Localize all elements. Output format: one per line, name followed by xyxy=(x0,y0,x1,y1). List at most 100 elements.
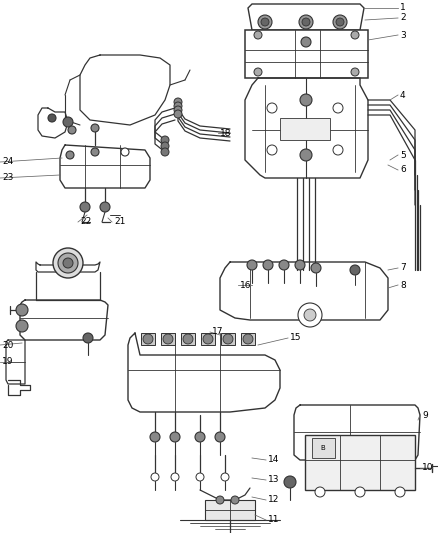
Circle shape xyxy=(221,473,229,481)
Text: 4: 4 xyxy=(400,91,406,100)
Text: 7: 7 xyxy=(400,263,406,272)
Polygon shape xyxy=(141,333,155,345)
Circle shape xyxy=(295,260,305,270)
Circle shape xyxy=(304,309,316,321)
Circle shape xyxy=(315,487,325,497)
Circle shape xyxy=(300,94,312,106)
Text: 16: 16 xyxy=(240,280,251,289)
Circle shape xyxy=(247,260,257,270)
Circle shape xyxy=(299,15,313,29)
Polygon shape xyxy=(205,500,255,520)
Circle shape xyxy=(174,98,182,106)
Circle shape xyxy=(171,473,179,481)
Text: 8: 8 xyxy=(400,280,406,289)
Text: 1: 1 xyxy=(400,4,406,12)
Text: 14: 14 xyxy=(268,456,279,464)
Circle shape xyxy=(121,148,129,156)
Circle shape xyxy=(150,432,160,442)
Circle shape xyxy=(216,496,224,504)
Circle shape xyxy=(66,151,74,159)
Circle shape xyxy=(68,126,76,134)
Circle shape xyxy=(215,432,225,442)
Circle shape xyxy=(267,103,277,113)
Text: 13: 13 xyxy=(268,475,279,484)
Circle shape xyxy=(300,149,312,161)
Circle shape xyxy=(63,258,73,268)
Circle shape xyxy=(16,320,28,332)
Circle shape xyxy=(161,136,169,144)
Text: B: B xyxy=(321,445,325,451)
Polygon shape xyxy=(280,118,330,140)
Text: 15: 15 xyxy=(290,334,301,343)
Circle shape xyxy=(100,202,110,212)
Polygon shape xyxy=(241,333,255,345)
Text: 23: 23 xyxy=(2,174,14,182)
Circle shape xyxy=(355,487,365,497)
Circle shape xyxy=(263,260,273,270)
Circle shape xyxy=(91,148,99,156)
Circle shape xyxy=(350,265,360,275)
Text: 21: 21 xyxy=(114,217,125,227)
Polygon shape xyxy=(312,438,335,458)
Circle shape xyxy=(48,114,56,122)
Text: 24: 24 xyxy=(2,157,13,166)
Polygon shape xyxy=(245,30,368,78)
Circle shape xyxy=(80,202,90,212)
Text: 9: 9 xyxy=(422,410,428,419)
Circle shape xyxy=(16,304,28,316)
Circle shape xyxy=(161,142,169,150)
Text: 5: 5 xyxy=(400,150,406,159)
Circle shape xyxy=(336,18,344,26)
Polygon shape xyxy=(181,333,195,345)
Circle shape xyxy=(53,248,83,278)
Circle shape xyxy=(174,106,182,114)
Polygon shape xyxy=(201,333,215,345)
Circle shape xyxy=(163,334,173,344)
Circle shape xyxy=(63,117,73,127)
Circle shape xyxy=(301,37,311,47)
Text: 6: 6 xyxy=(400,166,406,174)
Text: 17: 17 xyxy=(212,327,223,336)
Polygon shape xyxy=(248,4,364,30)
Polygon shape xyxy=(161,333,175,345)
Text: 2: 2 xyxy=(400,13,406,22)
Circle shape xyxy=(174,102,182,110)
Text: 20: 20 xyxy=(2,341,14,350)
Text: 22: 22 xyxy=(80,217,91,227)
Text: 11: 11 xyxy=(268,515,279,524)
Text: 3: 3 xyxy=(400,30,406,39)
Circle shape xyxy=(83,333,93,343)
Circle shape xyxy=(203,334,213,344)
Circle shape xyxy=(58,253,78,273)
Circle shape xyxy=(351,68,359,76)
Circle shape xyxy=(267,145,277,155)
Polygon shape xyxy=(221,333,235,345)
Circle shape xyxy=(261,18,269,26)
Circle shape xyxy=(223,334,233,344)
Circle shape xyxy=(284,476,296,488)
Text: 12: 12 xyxy=(268,496,279,505)
Circle shape xyxy=(279,260,289,270)
Circle shape xyxy=(311,263,321,273)
Circle shape xyxy=(258,15,272,29)
Text: 18: 18 xyxy=(220,128,232,138)
Circle shape xyxy=(196,473,204,481)
Circle shape xyxy=(91,124,99,132)
Circle shape xyxy=(231,496,239,504)
Circle shape xyxy=(195,432,205,442)
Polygon shape xyxy=(305,435,415,490)
Circle shape xyxy=(243,334,253,344)
Circle shape xyxy=(395,487,405,497)
Circle shape xyxy=(151,473,159,481)
Circle shape xyxy=(143,334,153,344)
Circle shape xyxy=(170,432,180,442)
Circle shape xyxy=(351,31,359,39)
Text: 10: 10 xyxy=(422,464,434,472)
Circle shape xyxy=(333,145,343,155)
Text: 19: 19 xyxy=(2,358,14,367)
Circle shape xyxy=(333,15,347,29)
Circle shape xyxy=(333,103,343,113)
Circle shape xyxy=(254,68,262,76)
Circle shape xyxy=(161,148,169,156)
Circle shape xyxy=(302,18,310,26)
